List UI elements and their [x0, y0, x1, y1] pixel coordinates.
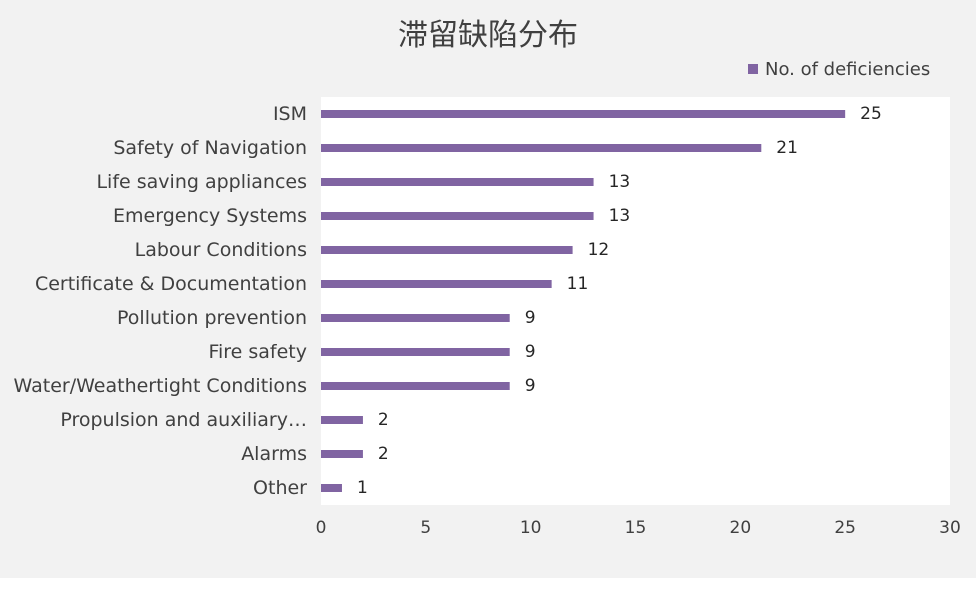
data-label: 9 [525, 376, 536, 396]
data-label: 2 [378, 444, 389, 464]
bars-layer [321, 110, 846, 492]
ticks-layer: 0 5 10 15 20 25 30 [316, 518, 961, 538]
x-tick-label: 30 [939, 518, 961, 538]
bar [321, 382, 510, 390]
legend-label: No. of deficiencies [765, 58, 931, 80]
bar [321, 110, 846, 118]
bar [321, 416, 363, 424]
data-label: 2 [378, 410, 389, 430]
category-label: Labour Conditions [135, 239, 307, 261]
category-label: Propulsion and auxiliary… [60, 409, 307, 431]
bar [321, 484, 342, 492]
data-label: 12 [588, 240, 610, 260]
x-tick-label: 0 [316, 518, 327, 538]
x-tick-label: 5 [420, 518, 431, 538]
x-tick-label: 10 [520, 518, 542, 538]
plot-area [321, 97, 950, 505]
category-label: Emergency Systems [113, 205, 307, 227]
category-label: Life saving appliances [96, 171, 307, 193]
data-label: 1 [357, 478, 368, 498]
data-label: 9 [525, 308, 536, 328]
bar [321, 212, 594, 220]
chart-container: 滞留缺陷分布 No. of deficiencies ISM 25 Safety o… [0, 0, 976, 578]
category-label: Pollution prevention [117, 307, 307, 329]
bar [321, 314, 510, 322]
data-label: 13 [609, 172, 631, 192]
legend-swatch [748, 64, 758, 74]
data-label: 9 [525, 342, 536, 362]
bar [321, 280, 552, 288]
category-label: ISM [273, 103, 307, 125]
category-label: Other [253, 477, 307, 499]
chart-title: 滞留缺陷分布 [398, 18, 578, 53]
bar [321, 144, 762, 152]
category-label: Certificate & Documentation [35, 273, 307, 295]
x-tick-label: 25 [834, 518, 856, 538]
x-tick-label: 20 [730, 518, 752, 538]
data-label: 25 [860, 104, 882, 124]
category-label: Fire safety [208, 341, 307, 363]
bar [321, 348, 510, 356]
data-label: 13 [609, 206, 631, 226]
bar [321, 178, 594, 186]
x-tick-label: 15 [625, 518, 647, 538]
data-label: 11 [567, 274, 589, 294]
category-label: Water/Weathertight Conditions [14, 375, 307, 397]
category-label: Safety of Navigation [113, 137, 307, 159]
bar [321, 246, 573, 254]
bar [321, 450, 363, 458]
legend: No. of deficiencies [748, 58, 930, 80]
category-label: Alarms [241, 443, 307, 465]
data-label: 21 [776, 138, 798, 158]
